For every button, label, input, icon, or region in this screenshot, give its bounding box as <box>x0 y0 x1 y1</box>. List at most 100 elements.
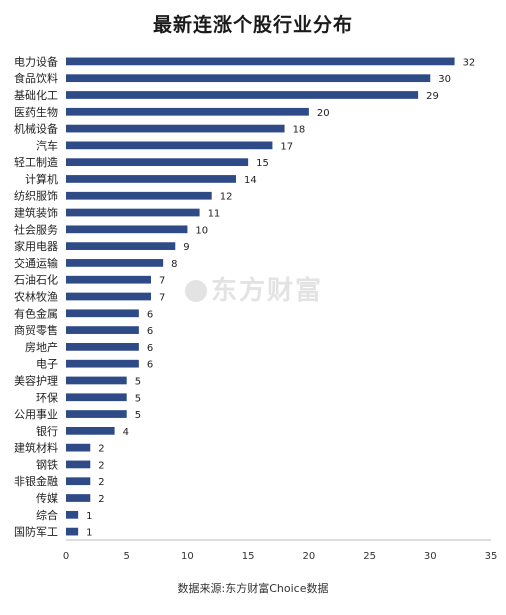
value-label: 20 <box>317 108 330 119</box>
value-label: 5 <box>135 376 141 387</box>
bar <box>66 477 91 486</box>
watermark: 东方财富 <box>185 270 323 307</box>
x-tick-label: 35 <box>485 551 498 562</box>
bar <box>66 242 176 250</box>
value-label: 9 <box>183 242 189 253</box>
value-label: 11 <box>208 209 221 220</box>
value-label: 7 <box>159 293 165 304</box>
category-label: 国防军工 <box>14 525 58 539</box>
x-tick-label: 10 <box>181 551 194 562</box>
category-label: 农林牧渔 <box>14 290 58 304</box>
category-label: 计算机 <box>25 172 58 186</box>
category-label: 综合 <box>36 508 58 522</box>
bar <box>66 292 151 301</box>
x-tick-label: 5 <box>124 551 130 562</box>
value-label: 4 <box>123 427 129 438</box>
bar <box>66 460 91 469</box>
value-label: 5 <box>135 393 141 404</box>
category-label: 交通运输 <box>14 256 58 270</box>
value-label: 5 <box>135 410 141 421</box>
category-label: 有色金属 <box>14 306 58 320</box>
category-label: 轻工制造 <box>14 155 58 169</box>
source-note: 数据来源:东方财富Choice数据 <box>177 582 329 595</box>
value-label: 6 <box>147 343 153 354</box>
value-label: 32 <box>463 57 476 68</box>
category-label: 环保 <box>36 390 58 404</box>
bar <box>66 208 200 217</box>
category-label: 汽车 <box>36 138 58 152</box>
category-label: 银行 <box>36 424 58 438</box>
value-label: 6 <box>147 326 153 337</box>
x-tick-label: 0 <box>63 551 69 562</box>
bar <box>66 326 139 334</box>
category-label: 机械设备 <box>14 122 58 136</box>
value-label: 6 <box>147 309 153 320</box>
bar <box>66 158 249 167</box>
category-label: 石油石化 <box>14 273 58 287</box>
category-label: 纺织服饰 <box>14 189 58 203</box>
value-label: 7 <box>159 276 165 287</box>
category-label: 非银金融 <box>14 474 58 488</box>
bar <box>66 443 91 452</box>
bar <box>66 393 127 402</box>
category-label: 美容护理 <box>14 373 58 387</box>
category-label: 商贸零售 <box>14 323 58 337</box>
value-label: 15 <box>256 158 269 169</box>
value-label: 6 <box>147 360 153 371</box>
value-label: 12 <box>220 192 233 203</box>
value-label: 10 <box>195 225 208 236</box>
value-label: 18 <box>293 125 306 136</box>
category-label: 房地产 <box>25 340 58 354</box>
bar <box>66 343 139 351</box>
bar <box>66 57 455 66</box>
category-label: 医药生物 <box>14 105 58 119</box>
bar <box>66 191 212 200</box>
x-tick-label: 25 <box>363 551 376 562</box>
value-label: 2 <box>98 477 104 488</box>
value-label: 30 <box>438 74 451 85</box>
chart-title: 最新连涨个股行业分布 <box>152 14 353 36</box>
x-tick-label: 15 <box>242 551 255 562</box>
watermark-text: 东方财富 <box>211 276 324 306</box>
value-label: 1 <box>86 528 92 539</box>
category-label: 基础化工 <box>14 88 58 102</box>
bar <box>66 91 419 99</box>
category-label: 家用电器 <box>14 239 58 253</box>
bar <box>66 426 115 435</box>
value-label: 8 <box>171 259 177 270</box>
category-label: 公用事业 <box>14 408 58 421</box>
bar <box>66 494 91 502</box>
category-label: 建筑材料 <box>14 441 58 455</box>
bar <box>66 309 139 318</box>
bar <box>66 225 188 234</box>
bar <box>66 74 431 83</box>
category-label: 电力设备 <box>14 54 58 68</box>
bar <box>66 359 139 368</box>
value-label: 2 <box>98 494 104 505</box>
category-label: 传媒 <box>36 492 58 505</box>
value-label: 29 <box>426 91 439 102</box>
bar <box>66 124 285 133</box>
x-tick-label: 30 <box>424 551 437 562</box>
value-label: 14 <box>244 175 257 186</box>
category-label: 电子 <box>36 358 58 371</box>
bar <box>66 510 79 519</box>
value-label: 17 <box>280 141 293 152</box>
bar <box>66 410 127 418</box>
value-label: 2 <box>98 460 104 471</box>
bar <box>66 527 79 536</box>
category-label: 钢铁 <box>36 458 58 471</box>
bar <box>66 376 127 385</box>
bar <box>66 275 151 284</box>
value-label: 2 <box>98 444 104 455</box>
value-label: 1 <box>86 511 92 522</box>
bar <box>66 259 164 267</box>
category-label: 建筑装饰 <box>14 206 58 220</box>
watermark-logo-icon <box>185 280 207 302</box>
category-label: 社会服务 <box>14 222 58 236</box>
x-tick-label: 20 <box>302 551 315 562</box>
bar <box>66 107 309 116</box>
bar <box>66 175 236 183</box>
category-label: 食品饮料 <box>14 71 58 85</box>
